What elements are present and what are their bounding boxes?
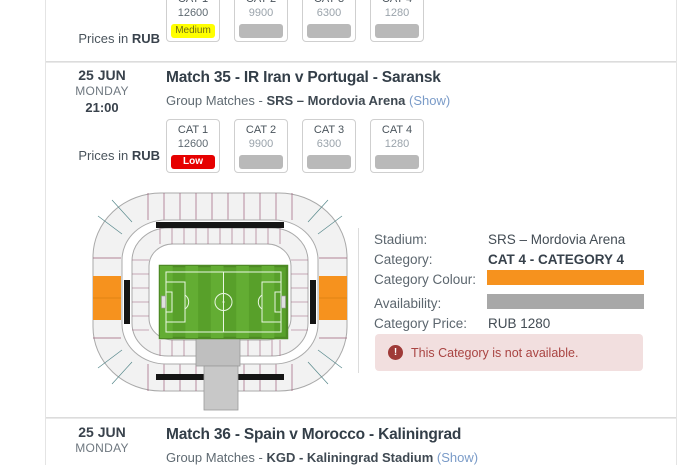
availability-badge-empty <box>375 155 419 169</box>
row-divider <box>46 417 676 419</box>
category-label: Category: <box>374 252 433 267</box>
availability-badge-empty <box>307 155 351 169</box>
category-name: CAT 4 <box>371 0 423 6</box>
row-divider <box>46 61 676 63</box>
date-weekday: MONDAY <box>75 84 129 98</box>
match36-subtitle: Group Matches - KGD - Kaliningrad Stadiu… <box>166 450 478 465</box>
category-box-cat4[interactable]: CAT 4 1280 <box>370 0 424 42</box>
stadium-label: Stadium: <box>374 232 428 247</box>
category-box-cat2[interactable]: CAT 2 9900 <box>234 119 288 173</box>
match35-subtitle: Group Matches - SRS – Mordovia Arena (Sh… <box>166 93 450 108</box>
category-box-cat1[interactable]: CAT 1 12600 Medium <box>166 0 220 42</box>
availability-badge-empty <box>307 24 351 38</box>
category-price: 1280 <box>384 7 410 19</box>
category-box-cat1[interactable]: CAT 1 12600 Low <box>166 119 220 173</box>
date-day: 25 JUN <box>78 67 126 83</box>
date-day: 25 JUN <box>78 424 126 440</box>
prices-note-currency: RUB <box>131 148 160 163</box>
category-name: CAT 1 <box>167 0 219 6</box>
stadium-seat-map[interactable] <box>92 192 348 412</box>
match36-date: 25 JUN MONDAY <box>46 424 158 456</box>
prices-note-prefix: Prices in <box>78 31 129 46</box>
category-price: 6300 <box>316 7 342 19</box>
category-box-cat3[interactable]: CAT 3 6300 <box>302 119 356 173</box>
availability-badge-empty <box>239 24 283 38</box>
list-left-border <box>45 0 46 465</box>
match-stage: Group Matches - <box>166 93 263 108</box>
availability-badge: Low <box>171 155 215 169</box>
category-price-label: Category Price: <box>374 316 468 331</box>
category-price: 12600 <box>177 138 209 150</box>
category-name: CAT 2 <box>245 124 277 136</box>
category-price: 6300 <box>316 138 342 150</box>
match-venue: KGD - Kaliningrad Stadium <box>266 450 434 465</box>
category-colour-label: Category Colour: <box>374 272 477 287</box>
category-box-cat3[interactable]: CAT 3 6300 <box>302 0 356 42</box>
category-price-value: RUB 1280 <box>488 316 551 331</box>
category-value: CAT 4 - CATEGORY 4 <box>488 252 625 267</box>
availability-badge-empty <box>239 155 283 169</box>
category-box-cat4[interactable]: CAT 4 1280 <box>370 119 424 173</box>
category-name: CAT 1 <box>177 124 209 136</box>
alert-icon: ! <box>388 345 403 360</box>
prices-currency-note: Prices in RUB <box>46 148 160 163</box>
match35-date: 25 JUN MONDAY 21:00 <box>46 67 158 116</box>
availability-label: Availability: <box>374 296 442 311</box>
show-link[interactable]: (Show) <box>409 93 451 108</box>
stadium-value: SRS – Mordovia Arena <box>488 232 626 247</box>
match-stage: Group Matches - <box>166 450 263 465</box>
prices-currency-note: Prices in RUB <box>46 31 160 46</box>
category-price: 9900 <box>248 138 274 150</box>
availability-swatch <box>487 294 644 309</box>
category-colour-swatch <box>487 270 644 285</box>
list-right-border <box>676 0 677 465</box>
stadium-tunnel-lower <box>203 365 239 411</box>
closed-sections <box>124 222 316 380</box>
category-price: 9900 <box>248 7 274 19</box>
prices-note-prefix: Prices in <box>78 148 129 163</box>
availability-badge: Medium <box>171 24 215 38</box>
match-venue: SRS – Mordovia Arena <box>266 93 406 108</box>
category-price: 12600 <box>177 7 209 19</box>
corner-section-dividers <box>97 199 343 385</box>
category-name: CAT 3 <box>313 124 345 136</box>
stadium-cat4-sections[interactable] <box>92 276 348 320</box>
match36-title: Match 36 - Spain v Morocco - Kaliningrad <box>166 426 462 443</box>
football-pitch <box>158 264 289 340</box>
category-price: 1280 <box>384 138 410 150</box>
category-name: CAT 3 <box>303 0 355 6</box>
prices-note-currency: RUB <box>131 31 160 46</box>
stadium-tunnel <box>195 337 241 367</box>
availability-badge-empty <box>375 24 419 38</box>
alert-text: This Category is not available. <box>411 345 579 360</box>
category-name: CAT 4 <box>381 124 413 136</box>
category-unavailable-alert: ! This Category is not available. <box>375 334 643 371</box>
kickoff-time: 21:00 <box>85 100 119 115</box>
date-weekday: MONDAY <box>75 441 129 455</box>
match35-title: Match 35 - IR Iran v Portugal - Saransk <box>166 69 441 86</box>
details-panel-divider <box>358 228 359 373</box>
show-link[interactable]: (Show) <box>436 450 479 465</box>
inner-section-dividers <box>132 228 308 356</box>
category-name: CAT 2 <box>235 0 287 6</box>
category-box-cat2[interactable]: CAT 2 9900 <box>234 0 288 42</box>
